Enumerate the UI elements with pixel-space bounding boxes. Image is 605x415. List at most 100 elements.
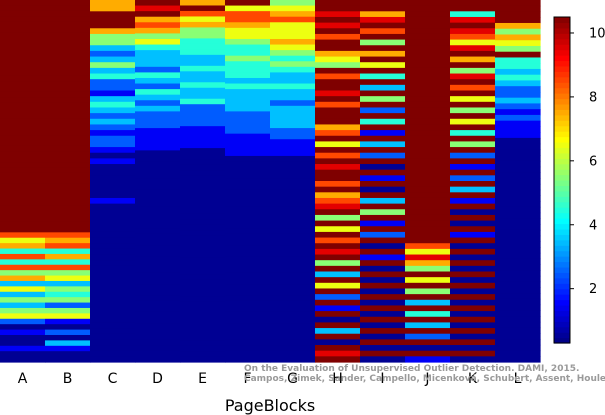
- heatmap-cell: [360, 294, 406, 301]
- heatmap-cell: [90, 67, 136, 75]
- heatmap-cell: [135, 289, 181, 296]
- heatmap-cell: [225, 89, 271, 96]
- heatmap-cell: [405, 265, 451, 273]
- heatmap-cell: [45, 178, 91, 185]
- heatmap-cell: [225, 22, 271, 29]
- heatmap-cell: [315, 45, 361, 52]
- x-tick-label: J: [424, 371, 429, 387]
- heatmap-cell: [45, 264, 91, 271]
- heatmap-cell: [360, 118, 406, 126]
- colorbar-segment: [554, 228, 570, 235]
- heatmap-cell: [450, 192, 496, 199]
- heatmap-cell: [180, 137, 226, 144]
- credit-line: On the Evaluation of Unsupervised Outlie…: [244, 364, 579, 374]
- heatmap-cell: [360, 158, 406, 165]
- heatmap-cell: [495, 172, 541, 179]
- colorbar-segment: [554, 82, 570, 89]
- heatmap-cell: [135, 267, 181, 274]
- heatmap-cell: [450, 84, 496, 92]
- heatmap-cell: [315, 175, 361, 182]
- heatmap-cell: [495, 189, 541, 196]
- heatmap-cell: [180, 54, 226, 61]
- heatmap-cell: [495, 143, 541, 150]
- heatmap-cell: [495, 339, 541, 346]
- heatmap-cell: [495, 11, 541, 18]
- heatmap-cell: [90, 220, 136, 227]
- heatmap-cell: [450, 124, 496, 131]
- heatmap-cell: [405, 181, 451, 188]
- heatmap-cell: [135, 128, 181, 135]
- heatmap-cell: [0, 37, 46, 44]
- heatmap-cell: [180, 159, 226, 166]
- heatmap-cell: [180, 312, 226, 319]
- heatmap-cell: [450, 101, 496, 109]
- heatmap-cell: [45, 226, 91, 233]
- heatmap-cell: [0, 199, 46, 206]
- heatmap-cell: [495, 28, 541, 36]
- heatmap-cell: [45, 356, 91, 363]
- heatmap-cell: [45, 291, 91, 298]
- heatmap-cell: [0, 270, 46, 277]
- colorbar-tick-label: 10: [589, 26, 605, 41]
- heatmap-cell: [450, 311, 496, 318]
- heatmap-cell: [180, 153, 226, 160]
- heatmap-cell: [225, 183, 271, 190]
- heatmap-cell: [180, 252, 226, 259]
- heatmap-cell: [45, 216, 91, 223]
- heatmap-cell: [405, 62, 451, 69]
- heatmap-cell: [0, 16, 46, 23]
- heatmap-cell: [225, 272, 271, 280]
- heatmap-cell: [315, 124, 361, 131]
- heatmap-cell: [225, 122, 271, 129]
- heatmap-cell: [360, 164, 406, 171]
- heatmap-cell: [180, 301, 226, 308]
- heatmap-cell: [495, 321, 541, 329]
- heatmap-cell: [225, 228, 271, 235]
- heatmap-cell: [180, 76, 226, 83]
- heatmap-cell: [360, 333, 406, 340]
- heatmap-cell: [135, 167, 181, 174]
- heatmap-cell: [45, 43, 91, 50]
- heatmap-cell: [180, 131, 226, 138]
- colorbar-segment: [554, 310, 570, 317]
- heatmap-cell: [90, 181, 136, 188]
- colorbar-segment: [554, 93, 570, 100]
- heatmap-cell: [270, 233, 316, 241]
- heatmap-cell: [405, 333, 451, 340]
- heatmap-cell: [270, 66, 316, 73]
- heatmap-cell: [315, 22, 361, 29]
- heatmap-cell: [270, 206, 316, 213]
- heatmap-cell: [360, 203, 406, 210]
- heatmap-cell: [360, 79, 406, 86]
- colorbar-tick-labels: 2 4 6 8 10: [570, 26, 605, 297]
- heatmap-cell: [450, 90, 496, 97]
- heatmap-cell: [225, 211, 271, 218]
- heatmap-cell: [90, 39, 136, 46]
- heatmap-cell: [45, 135, 91, 142]
- colorbar-segment: [554, 332, 570, 339]
- heatmap-cell: [135, 44, 181, 51]
- heatmap-cell: [315, 339, 361, 346]
- heatmap-cell: [450, 73, 496, 80]
- heatmap-cell: [270, 83, 316, 90]
- heatmap-cell: [495, 293, 541, 300]
- heatmap-cell: [315, 203, 361, 210]
- heatmap-cell: [495, 17, 541, 24]
- heatmap-cell: [180, 307, 226, 314]
- heatmap-cell: [180, 323, 226, 330]
- colorbar-segment: [554, 136, 570, 143]
- heatmap-cell: [180, 120, 226, 127]
- heatmap-cell: [45, 172, 91, 179]
- heatmap-cell: [45, 221, 91, 228]
- heatmap-cell: [405, 186, 451, 193]
- heatmap-cell: [0, 297, 46, 304]
- heatmap-cell: [135, 317, 181, 324]
- heatmap-cell: [45, 70, 91, 77]
- heatmap-cell: [180, 356, 226, 363]
- heatmap-cell: [405, 90, 451, 97]
- x-tick-label: A: [18, 371, 28, 387]
- heatmap-cell: [45, 140, 91, 147]
- colorbar-segment: [554, 38, 570, 45]
- heatmap-cell: [180, 87, 226, 94]
- heatmap-cell: [135, 122, 181, 129]
